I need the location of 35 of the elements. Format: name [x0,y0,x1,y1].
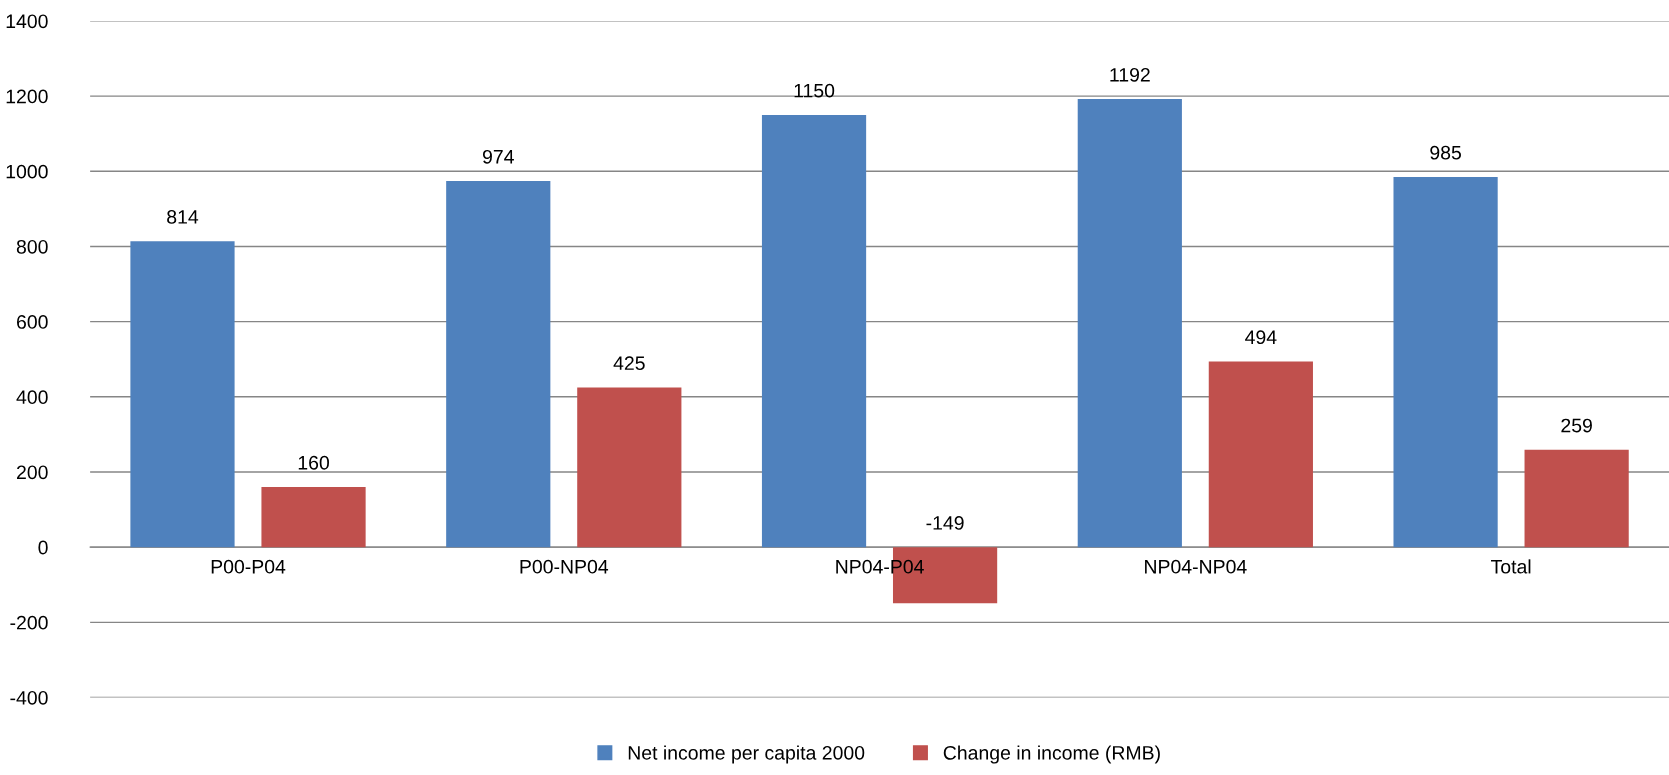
x-tick-label: P00-NP04 [520,559,609,574]
legend-label: Net income per capita 2000 [628,745,865,764]
y-tick-label: 800 [16,239,48,254]
data-label: 974 [482,149,514,164]
data-label: 1192 [1110,67,1150,82]
bar [446,181,551,548]
bar [1524,449,1629,548]
data-label: 494 [1245,330,1277,345]
y-tick-label: 1000 [6,164,48,179]
x-tick-label: NP04-NP04 [1145,559,1247,574]
bar [577,387,682,548]
data-label: -149 [926,516,964,530]
y-tick-label: 200 [17,465,48,480]
bar [1393,176,1498,548]
y-tick-label: 1400 [6,14,48,29]
data-label: 1150 [794,83,835,98]
bar [1208,361,1313,548]
y-tick-label: -200 [10,615,48,630]
y-tick-label: 0 [38,540,48,555]
data-label: 425 [613,356,645,371]
bar [1077,99,1182,548]
y-tick-label: 600 [17,315,48,329]
data-label: 985 [1430,145,1461,160]
data-label: 160 [298,455,329,470]
bar [761,114,867,548]
bar [130,241,235,548]
legend-label: Change in income (RMB) [943,745,1160,764]
y-tick-label: 1200 [6,89,48,104]
y-tick-label: 400 [16,390,48,405]
data-label: 259 [1561,418,1592,433]
bar [261,487,366,548]
data-label: 814 [167,210,199,224]
y-tick-label: -400 [10,690,48,705]
x-tick-label: Total [1491,559,1531,574]
x-tick-label: P00-P04 [211,559,286,574]
